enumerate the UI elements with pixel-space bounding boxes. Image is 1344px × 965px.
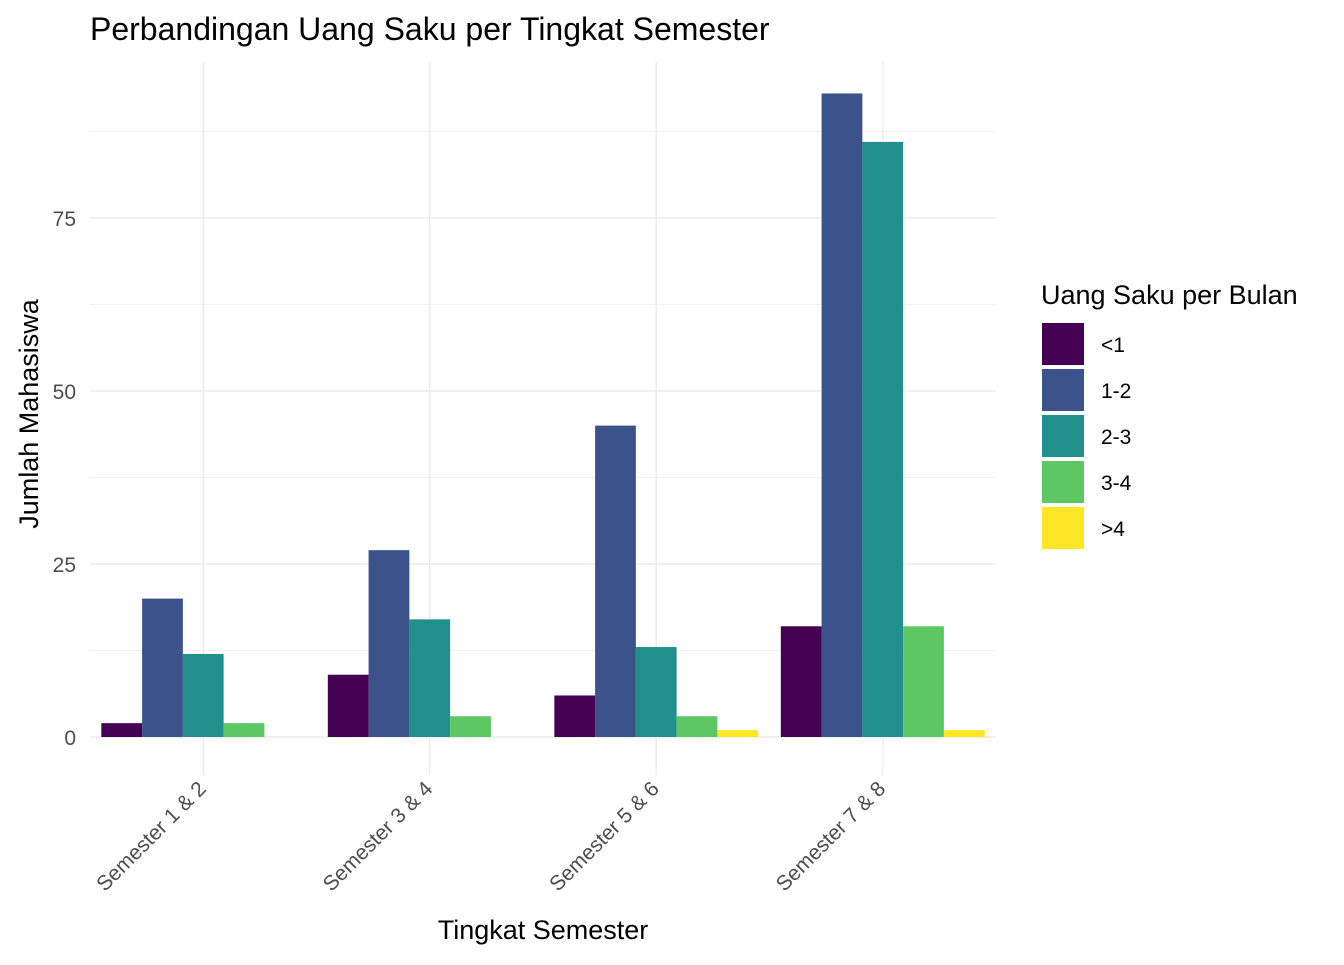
legend-label: >4 bbox=[1101, 518, 1125, 541]
x-tick-label: Semester 3 & 4 bbox=[319, 777, 438, 896]
y-axis-title: Jumlah Mahasiswa bbox=[14, 298, 44, 529]
bars-group bbox=[101, 93, 985, 737]
bar-2-1 bbox=[327, 674, 369, 737]
legend: Uang Saku per Bulan <1 1-2 2-3 3-4 >4 bbox=[1041, 280, 1298, 549]
legend-key-4 bbox=[1042, 461, 1084, 503]
legend-items: <1 1-2 2-3 3-4 >4 bbox=[1042, 323, 1132, 549]
x-axis-title: Tingkat Semester bbox=[438, 915, 649, 945]
bar-2-3 bbox=[409, 619, 451, 737]
bar-1-2 bbox=[142, 598, 183, 737]
y-tick-label: 0 bbox=[64, 727, 76, 750]
bar-2-2 bbox=[368, 550, 410, 737]
legend-label: 3-4 bbox=[1101, 472, 1132, 495]
legend-key-5 bbox=[1042, 507, 1084, 549]
legend-title: Uang Saku per Bulan bbox=[1041, 280, 1298, 310]
bar-4-4 bbox=[903, 626, 944, 737]
y-tick-label: 25 bbox=[53, 554, 76, 577]
legend-label: 2-3 bbox=[1101, 426, 1131, 449]
y-tick-label: 75 bbox=[53, 208, 76, 231]
bar-3-3 bbox=[635, 647, 677, 737]
bar-1-3 bbox=[182, 653, 224, 737]
legend-label: 1-2 bbox=[1101, 380, 1131, 403]
bar-3-2 bbox=[595, 425, 636, 737]
bar-1-1 bbox=[101, 723, 143, 737]
bar-3-1 bbox=[554, 695, 596, 737]
x-tick-label: Semester 1 & 2 bbox=[92, 777, 211, 896]
legend-key-3 bbox=[1042, 415, 1084, 457]
bar-3-5 bbox=[717, 730, 759, 737]
legend-label: <1 bbox=[1101, 334, 1125, 357]
bar-1-4 bbox=[223, 723, 265, 737]
bar-3-4 bbox=[676, 716, 718, 737]
x-axis-ticks: Semester 1 & 2 Semester 3 & 4 Semester 5 &… bbox=[92, 777, 890, 896]
y-tick-label: 50 bbox=[53, 381, 76, 404]
x-tick-label: Semester 5 & 6 bbox=[545, 777, 664, 896]
bar-4-1 bbox=[780, 626, 822, 737]
legend-key-2 bbox=[1042, 369, 1084, 411]
legend-key-1 bbox=[1042, 323, 1084, 365]
bar-4-5 bbox=[943, 730, 985, 737]
y-axis-ticks: 0 25 50 75 bbox=[53, 208, 76, 750]
bar-4-2 bbox=[821, 93, 863, 737]
bar-4-3 bbox=[862, 141, 904, 737]
chart-title: Perbandingan Uang Saku per Tingkat Semes… bbox=[90, 11, 770, 47]
x-tick-label: Semester 7 & 8 bbox=[772, 777, 891, 896]
bar-2-4 bbox=[450, 716, 491, 737]
